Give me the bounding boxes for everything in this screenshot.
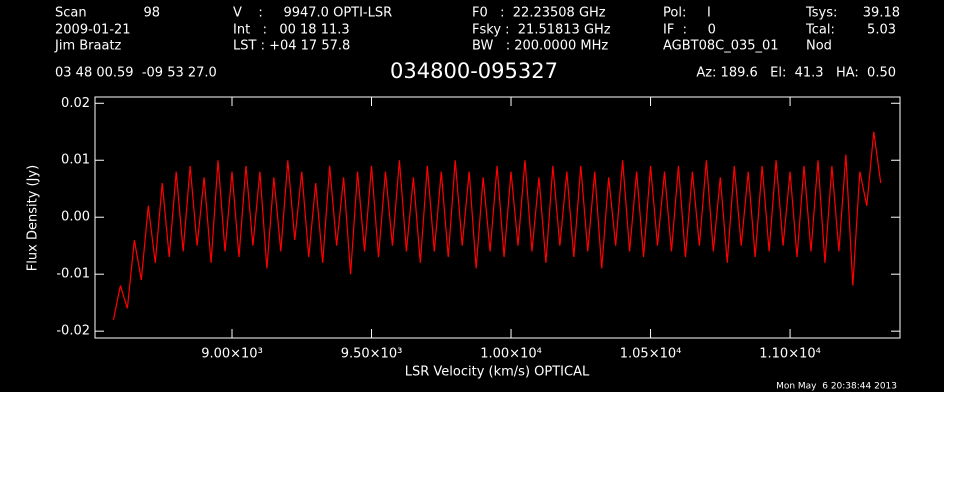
header-text: Az: 189.6 El: 41.3 HA: 0.50 [696,66,896,81]
y-tick-label: 0.02 [61,96,90,111]
header-text: 2009-01-21 [55,23,131,38]
header-text: 39.18 [863,6,900,21]
x-tick-label: 9.50×10³ [341,347,403,362]
header-text: Scan [55,6,87,21]
y-tick-label: 0.01 [61,153,90,168]
spectrum-line [112,131,882,320]
x-tick-label: 1.00×10⁴ [480,347,542,362]
header-text: 03 48 00.59 -09 53 27.0 [55,66,217,81]
x-tick-label: 1.05×10⁴ [620,347,682,362]
header-text: BW : 200.0000 MHz [472,39,608,54]
x-tick-label: 9.00×10³ [201,347,263,362]
header-text: V : 9947.0 OPTI-LSR [233,6,392,21]
header-text: Fsky : 21.51813 GHz [472,23,611,38]
header-text: Jim Braatz [54,39,122,54]
header-text: Int : 00 18 11.3 [233,23,350,38]
x-tick-label: 1.10×10⁴ [759,347,821,362]
y-tick-label: -0.01 [56,267,90,282]
chart-title: 034800-095327 [390,59,558,83]
header-text: Nod [806,39,832,54]
y-axis-label: Flux Density (Jy) [26,165,41,271]
header-text: AGBT08C_035_01 [663,39,779,54]
plot-background [0,0,944,392]
y-tick-label: 0.00 [61,210,90,225]
header-text: 98 [143,6,160,21]
timestamp: Mon May 6 20:38:44 2013 [776,382,897,392]
header-text: IF : 0 [663,23,716,38]
header-text: 5.03 [867,23,896,38]
header-text: Tcal: [805,23,835,38]
header-text: LST : +04 17 57.8 [233,39,350,54]
header-text: F0 : 22.23508 GHz [472,6,606,21]
x-axis-label: LSR Velocity (km/s) OPTICAL [405,365,590,380]
header-text: Pol: I [663,6,711,21]
header-text: Tsys: [805,6,837,21]
y-tick-label: -0.02 [56,324,90,339]
